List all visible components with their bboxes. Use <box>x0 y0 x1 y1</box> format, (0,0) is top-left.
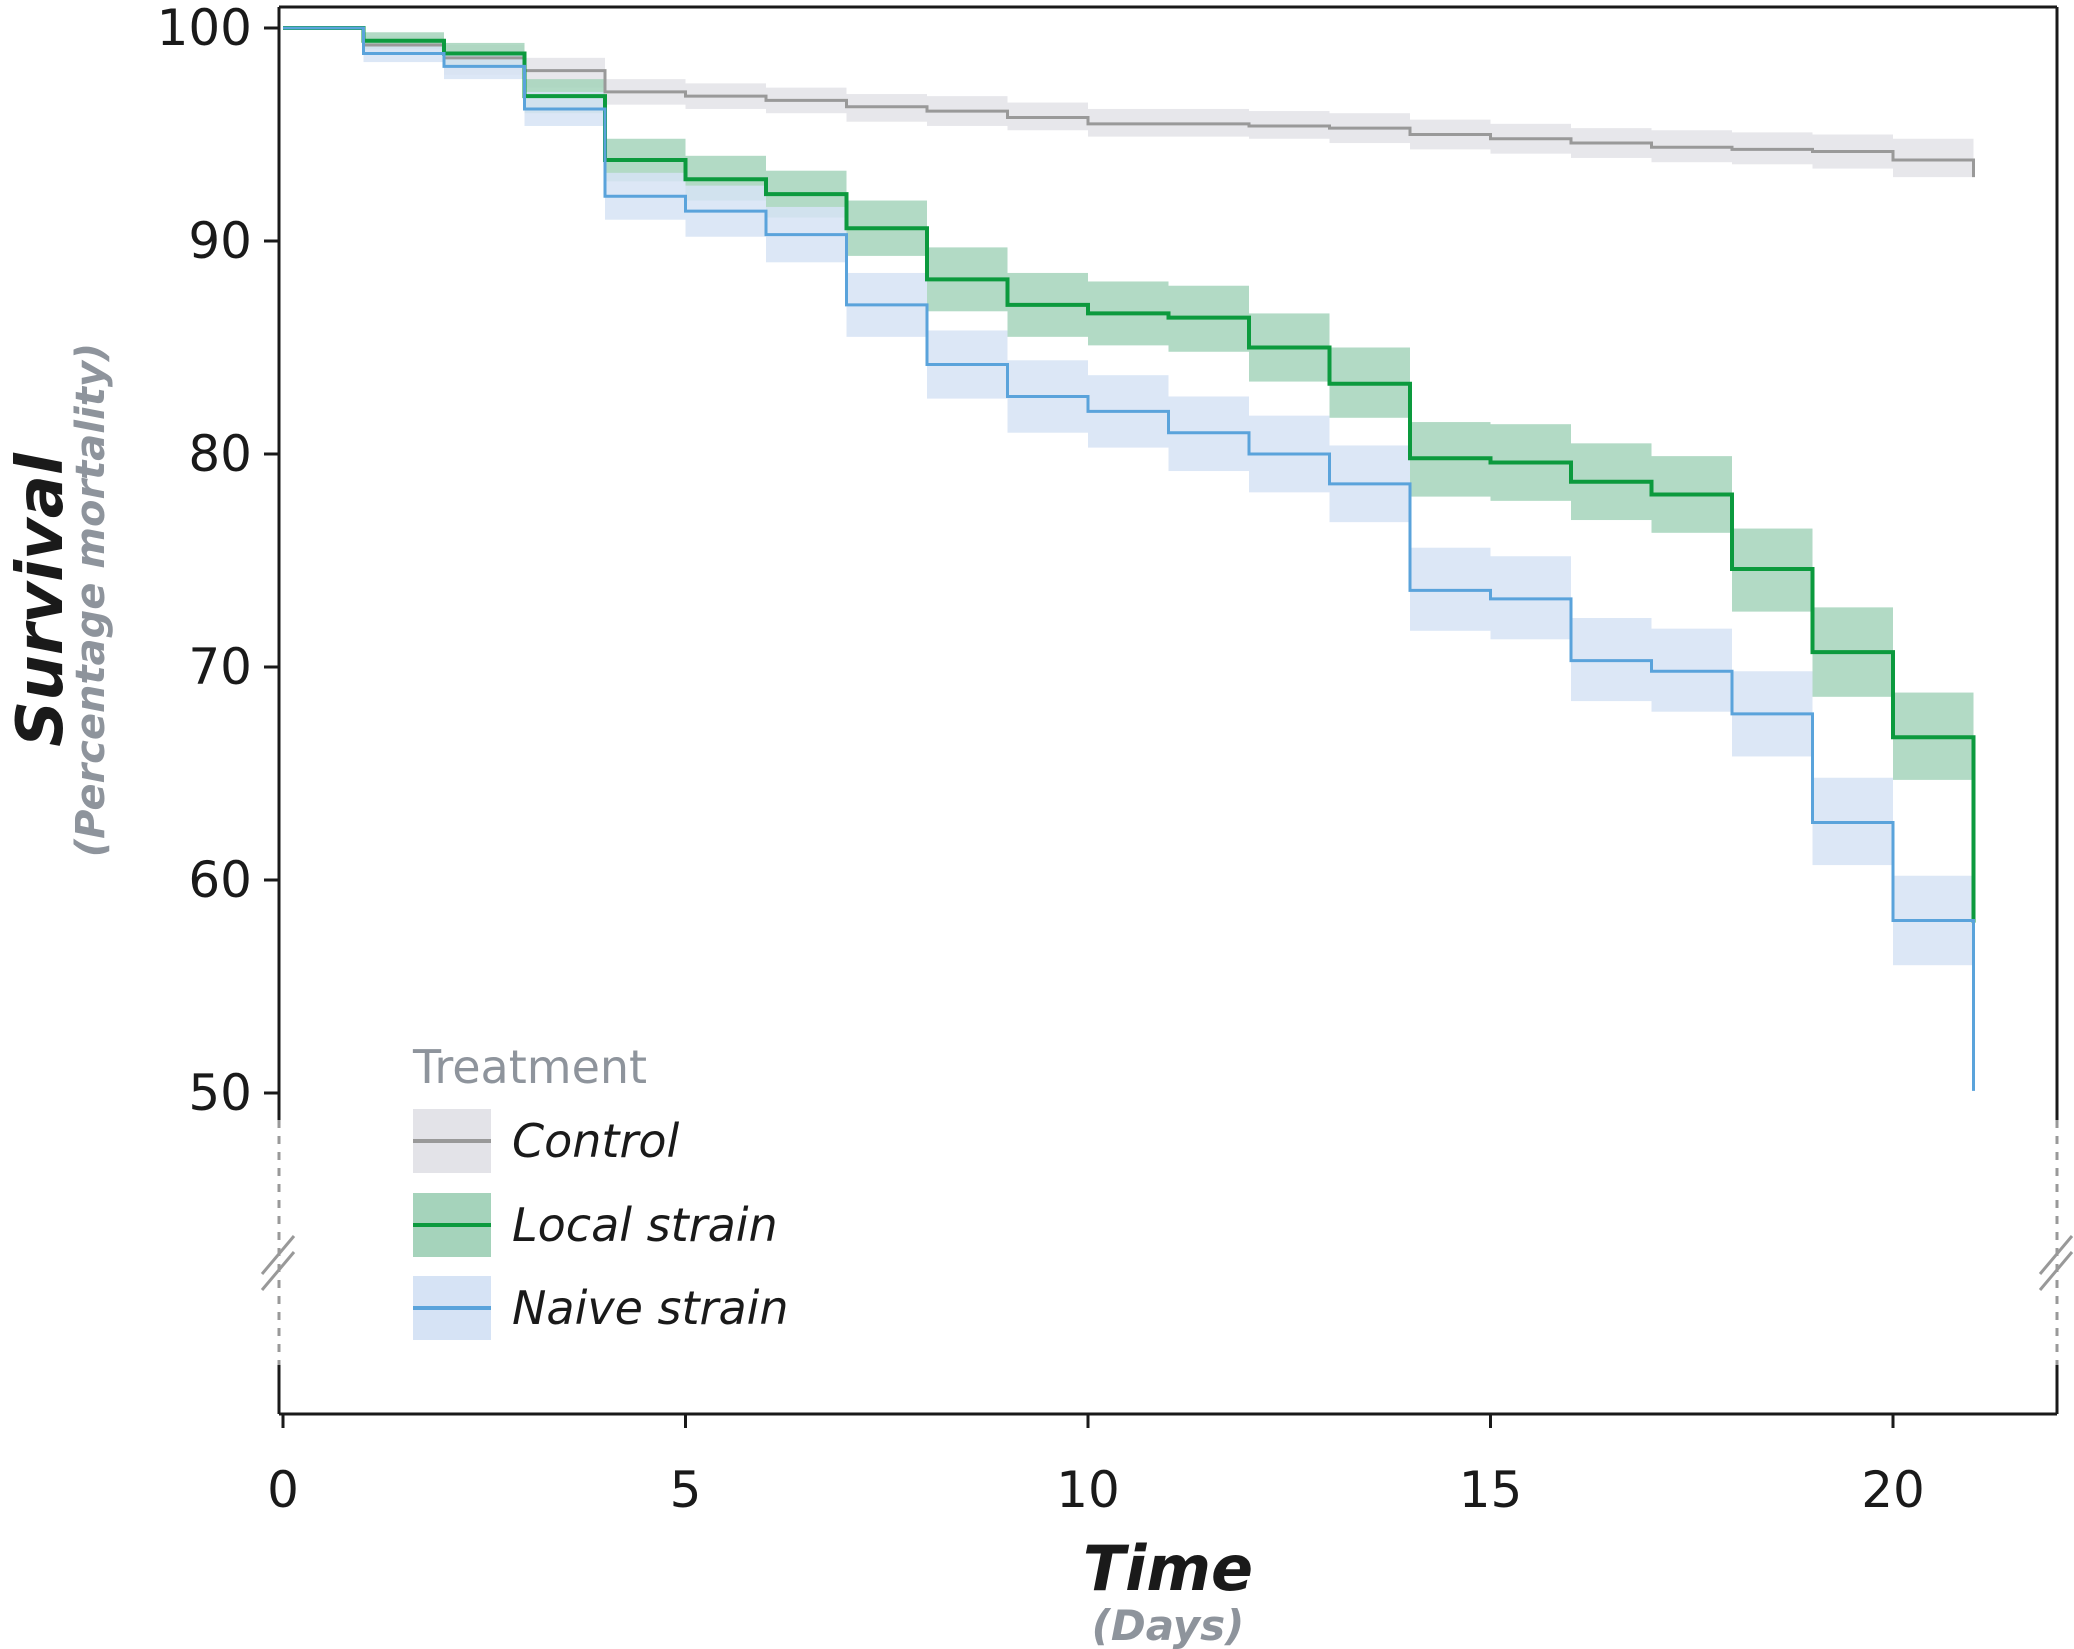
y-axis-title-group: Survival (Percentage mortality) <box>4 343 114 857</box>
x-tick-label: 20 <box>1861 1461 1925 1519</box>
legend-label-control: Control <box>512 1114 680 1168</box>
survival-lines <box>283 26 1976 1091</box>
x-tick-label: 5 <box>670 1461 702 1519</box>
legend-label-naive-strain: Naive strain <box>512 1281 789 1335</box>
y-axis-break <box>260 1120 2074 1365</box>
break-mark-right-1 <box>2038 1235 2074 1275</box>
break-mark-left-1 <box>260 1235 296 1275</box>
plot-frame <box>277 5 2059 1416</box>
legend-label-local-strain: Local strain <box>512 1198 778 1252</box>
y-tick-label: 100 <box>157 0 252 57</box>
naive-strain-line <box>283 26 1975 1091</box>
y-axis-title: Survival <box>4 452 78 747</box>
x-tick-label: 10 <box>1056 1461 1120 1519</box>
y-tick-label: 60 <box>188 851 252 909</box>
local-strain-line <box>283 26 1976 923</box>
x-tick-label: 0 <box>267 1461 299 1519</box>
legend: Treatment Control Local strain Naive strai… <box>412 1040 789 1340</box>
legend-title: Treatment <box>412 1040 647 1094</box>
x-axis-subtitle: (Days) <box>1092 1601 1245 1649</box>
control-line <box>283 26 1975 178</box>
y-tick-label: 70 <box>188 638 252 696</box>
break-mark-right-2 <box>2038 1251 2074 1291</box>
y-tick-label: 80 <box>188 425 252 483</box>
x-axis-title: Time <box>1083 1532 1253 1605</box>
y-tick-label: 90 <box>188 212 252 270</box>
break-mark-left-2 <box>260 1251 296 1291</box>
y-tick-label: 50 <box>188 1064 252 1122</box>
x-axis-ticks: 0 5 10 15 20 <box>267 1414 1925 1519</box>
x-tick-label: 15 <box>1459 1461 1523 1519</box>
y-axis-ticks: 50 60 70 80 90 100 <box>157 0 279 1122</box>
control-band-segment <box>1893 138 1974 178</box>
y-axis-subtitle: (Percentage mortality) <box>68 343 114 857</box>
